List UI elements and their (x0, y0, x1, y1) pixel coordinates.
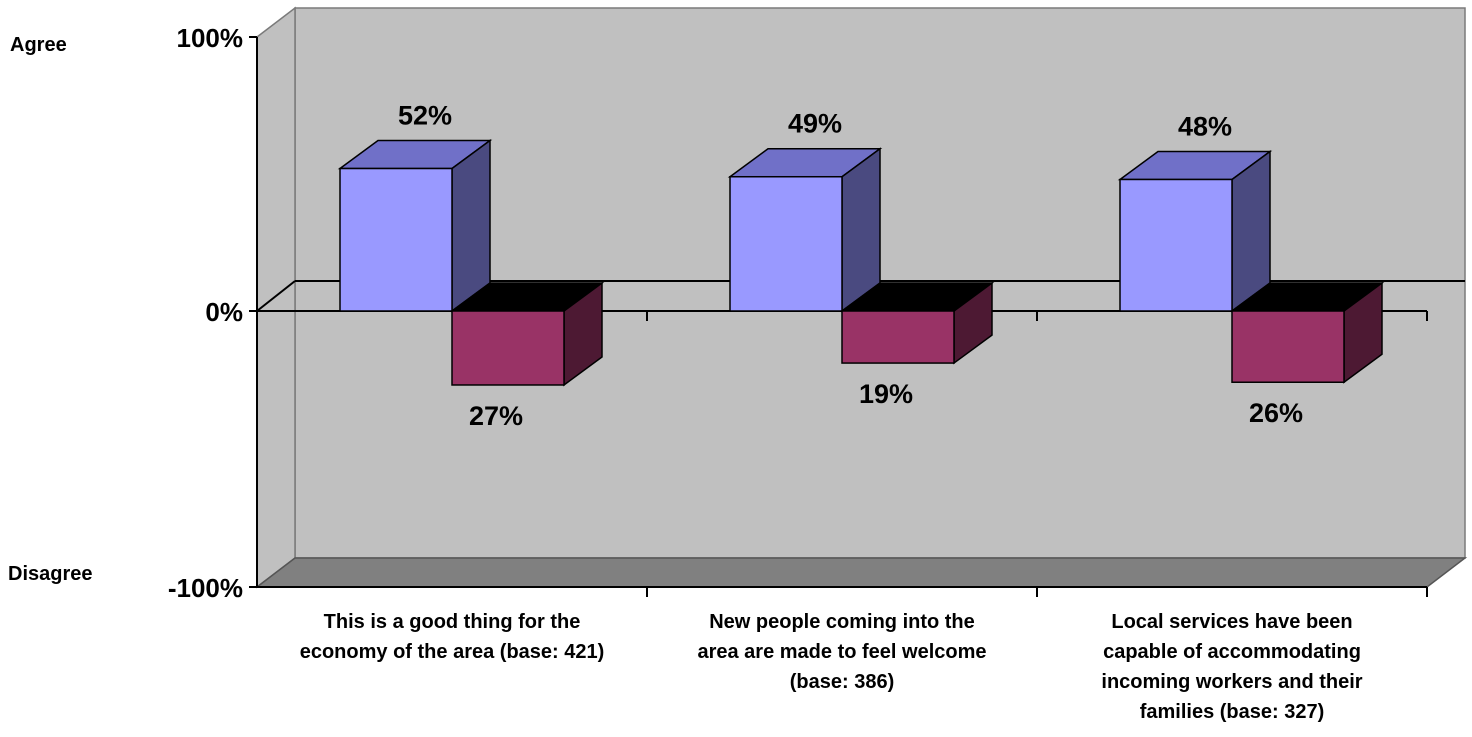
category-label-line: capable of accommodating (1103, 641, 1361, 663)
category-label-line: New people coming into the (709, 611, 975, 633)
value-label-disagree: 27% (469, 401, 523, 431)
value-label-agree: 52% (398, 101, 452, 131)
value-label-disagree: 19% (859, 379, 913, 409)
y-tick-label-top: 100% (177, 23, 244, 53)
category-label-line: economy of the area (base: 421) (300, 641, 605, 663)
category-label-line: (base: 386) (790, 671, 895, 693)
bar-agree-front (340, 169, 452, 311)
y-tick-label-bottom: -100% (168, 573, 243, 603)
category-label-line: This is a good thing for the (324, 611, 581, 633)
bar-disagree-front (452, 311, 564, 385)
category-label: New people coming into the area are made … (697, 611, 986, 693)
bar-agree (1120, 151, 1270, 311)
category-label: Local services have been capable of accom… (1101, 611, 1362, 723)
chart-floor (257, 558, 1465, 587)
category-label-line: area are made to feel welcome (697, 641, 986, 663)
bar-agree (340, 141, 490, 311)
bar-agree-front (1120, 179, 1232, 311)
category-label: This is a good thing for the economy of t… (300, 611, 605, 663)
bar-disagree (1232, 283, 1382, 382)
disagree-label: Disagree (8, 563, 93, 585)
bar-disagree-front (842, 311, 954, 363)
value-label-disagree: 26% (1249, 398, 1303, 428)
category-label-line: Local services have been (1111, 611, 1352, 633)
bar-agree (730, 149, 880, 311)
bar-agree-side (452, 141, 490, 311)
chart-side-wall (257, 8, 295, 587)
agree-label: Agree (10, 34, 67, 56)
y-tick-label-zero: 0% (205, 297, 243, 327)
bar-disagree (842, 283, 992, 363)
category-labels-group: This is a good thing for the economy of t… (300, 611, 1363, 723)
bar-agree-front (730, 177, 842, 311)
bar-disagree-front (1232, 311, 1344, 382)
bar-disagree (452, 283, 602, 385)
value-label-agree: 49% (788, 109, 842, 139)
value-label-agree: 48% (1178, 111, 1232, 141)
category-label-line: families (base: 327) (1140, 701, 1325, 723)
category-label-line: incoming workers and their (1101, 671, 1362, 693)
